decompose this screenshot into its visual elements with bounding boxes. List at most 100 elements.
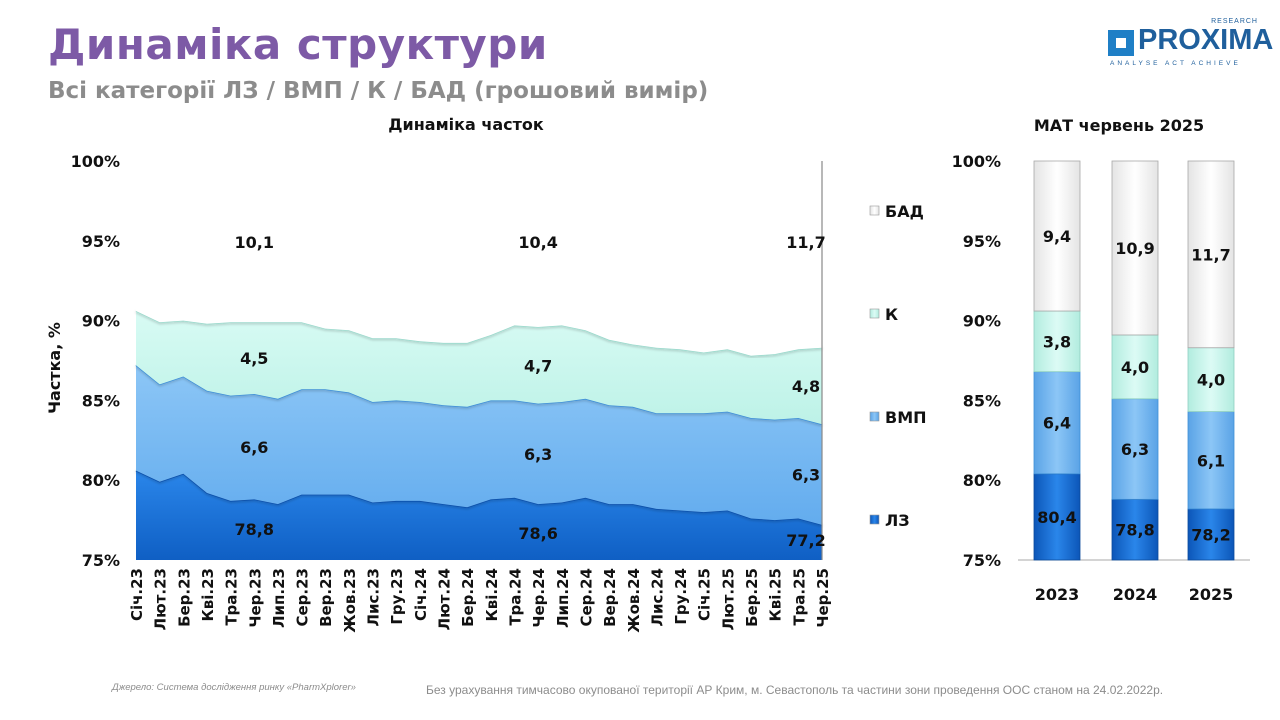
x-tick-label: Лис.23: [365, 568, 383, 626]
proxima-logo: PROXIMA RESEARCH ANALYSE ACT ACHIEVE: [1108, 18, 1273, 70]
x-tick-label: Лют.24: [436, 568, 454, 630]
x-tick-label: Лют.23: [152, 568, 170, 630]
bar-segment: [1111, 160, 1159, 336]
bar-segment: [1033, 473, 1081, 561]
area-chart: 75% 80% 85% 90% 95% 100% Січ.23 Лют.23 Бер.23 Кві…: [71, 152, 927, 633]
source-note: Джерело: Система дослідження ринку «Phar…: [112, 682, 356, 693]
x-tick-label: Жов.24: [625, 568, 643, 633]
bar-data-label: 4,0: [1197, 371, 1225, 390]
territory-note: Без урахування тимчасово окупованої тери…: [426, 683, 1164, 697]
legend-swatch: [869, 411, 880, 422]
x-tick-label: Гру.23: [388, 568, 406, 625]
x-tick-label: Кві.24: [483, 568, 501, 621]
x-tick-label: Лют.25: [719, 568, 737, 630]
x-tick-label: Бер.23: [175, 568, 193, 627]
y-tick-label: 85%: [82, 391, 120, 410]
legend-label: К: [885, 305, 898, 324]
data-label: 6,3: [524, 445, 552, 464]
x-tick-label: Лип.23: [270, 568, 288, 628]
x-tick-label: Бер.24: [459, 568, 477, 627]
x-tick-label: Жов.23: [341, 568, 359, 633]
x-tick-label: Сер.23: [294, 568, 312, 627]
y-tick-label: 75%: [963, 551, 1001, 570]
bar-data-label: 6,4: [1043, 414, 1071, 433]
x-tick-label: Тра.25: [790, 568, 808, 626]
data-label: 10,1: [235, 233, 274, 252]
data-label: 4,8: [792, 377, 820, 396]
data-label: 4,7: [524, 356, 552, 375]
legend-swatch: [869, 205, 880, 216]
legend-swatch: [869, 514, 880, 525]
x-tick-label: Кві.23: [199, 568, 217, 621]
page-subtitle: Всі категорії ЛЗ / ВМП / К / БАД (грошов…: [48, 78, 709, 104]
bar-segment: [1187, 160, 1235, 349]
bar-data-label: 78,2: [1191, 525, 1230, 544]
data-label: 10,4: [518, 233, 557, 252]
area-series-4: [136, 161, 822, 356]
area-chart-title: Динаміка часток: [388, 115, 544, 134]
bar-segment: [1033, 310, 1081, 373]
logo-wordmark: PROXIMA: [1138, 24, 1274, 56]
bar-segment: [1187, 347, 1235, 412]
x-tick-label: Лис.24: [648, 568, 666, 626]
x-tick-label: Чер.24: [530, 568, 548, 628]
bar-x-label: 2023: [1035, 585, 1080, 604]
logo-tagline: ANALYSE ACT ACHIEVE: [1110, 60, 1241, 67]
x-tick-label: Сер.24: [577, 568, 595, 627]
data-label: 77,2: [786, 531, 825, 550]
area-series-2: [136, 365, 822, 525]
data-label: 78,8: [235, 520, 274, 539]
legend-label: ЛЗ: [885, 511, 910, 530]
y-tick-label: 90%: [963, 312, 1001, 331]
bar-segment: [1033, 160, 1081, 312]
bar-data-label: 6,3: [1121, 440, 1149, 459]
area-series-edge-1: [135, 469, 823, 526]
bar-segment: [1187, 508, 1235, 561]
y-tick-label: 75%: [82, 551, 120, 570]
area-series-1: [136, 470, 822, 560]
y-tick-label: 95%: [82, 232, 120, 251]
bar-segment: [1111, 398, 1159, 500]
bar-x-label: 2024: [1113, 585, 1158, 604]
bar-data-label: 78,8: [1115, 521, 1154, 540]
bar-data-label: 80,4: [1037, 508, 1076, 527]
bar-segment: [1111, 334, 1159, 400]
bar-data-label: 10,9: [1115, 239, 1154, 258]
bar-data-label: 11,7: [1191, 245, 1230, 264]
x-tick-label: Січ.24: [412, 568, 430, 621]
data-label: 6,6: [240, 438, 268, 457]
y-tick-label: 80%: [82, 471, 120, 490]
x-tick-label: Тра.23: [223, 568, 241, 626]
area-chart-ylabel: Частка, %: [45, 322, 64, 414]
stacked-bar-chart: 75% 80% 85% 90% 95% 100% 80,4 6,4 3,8 9,4 2023 78,8…: [952, 152, 1250, 604]
bar-data-label: 6,1: [1197, 451, 1225, 470]
data-label: 78,6: [518, 524, 557, 543]
x-tick-label: Чер.23: [246, 568, 264, 628]
y-tick-label: 95%: [963, 232, 1001, 251]
bar-x-label: 2025: [1189, 585, 1234, 604]
y-tick-label: 100%: [952, 152, 1001, 171]
data-label: 6,3: [792, 466, 820, 485]
bar-segment: [1187, 411, 1235, 510]
x-tick-label: Січ.23: [128, 568, 146, 621]
y-tick-label: 100%: [71, 152, 120, 171]
y-tick-label: 80%: [963, 471, 1001, 490]
data-label: 4,5: [240, 349, 268, 368]
bar-data-label: 4,0: [1121, 358, 1149, 377]
legend-swatch: [869, 308, 880, 319]
x-tick-label: Лип.24: [554, 568, 572, 628]
bar-chart-title: МАТ червень 2025: [1034, 116, 1204, 135]
x-tick-label: Вер.24: [601, 568, 619, 627]
x-tick-label: Вер.23: [317, 568, 335, 627]
bar-data-label: 9,4: [1043, 227, 1071, 246]
y-tick-label: 90%: [82, 312, 120, 331]
x-tick-label: Кві.25: [767, 568, 785, 621]
x-tick-label: Тра.24: [506, 568, 524, 626]
x-tick-label: Чер.25: [814, 568, 832, 628]
legend-label: БАД: [885, 202, 924, 221]
area-series-3: [136, 311, 822, 425]
bar-segment: [1033, 371, 1081, 475]
logo-square-icon: [1108, 30, 1134, 56]
y-tick-label: 85%: [963, 391, 1001, 410]
